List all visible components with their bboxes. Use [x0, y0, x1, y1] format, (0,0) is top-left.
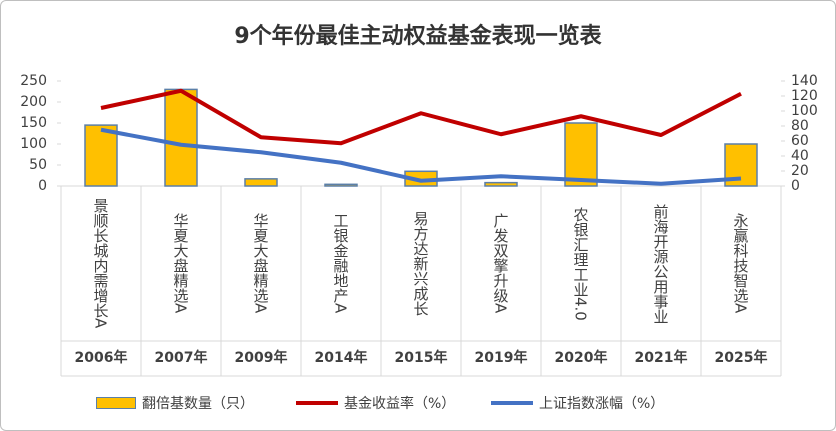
- legend-swatch: [296, 401, 338, 405]
- category-label: 景顺长城内需增长A: [91, 198, 110, 329]
- year-label: 2014年: [314, 350, 368, 366]
- legend-label: 上证指数涨幅（%）: [539, 396, 665, 412]
- y2-tick-label: 100: [791, 103, 818, 119]
- line: [100, 88, 742, 146]
- y2-tick-label: 40: [791, 148, 809, 164]
- chart-title: 9个年份最佳主动权益基金表现一览表: [234, 23, 602, 49]
- category-label: 农银汇理工业4.0: [571, 206, 590, 321]
- legend-item: 基金收益率（%）: [296, 393, 455, 413]
- year-label: 2015年: [394, 350, 448, 366]
- year-label: 2009年: [234, 350, 288, 366]
- legend-swatch: [491, 401, 533, 405]
- year-label: 2006年: [74, 350, 128, 366]
- year-label: 2025年: [714, 350, 768, 366]
- y2-tick-label: 80: [791, 118, 809, 134]
- category-label: 广发双擎升级A: [491, 213, 510, 314]
- year-label: 2020年: [554, 350, 608, 366]
- bar: [164, 88, 198, 187]
- category-label: 华夏大盘精选A: [251, 213, 270, 314]
- y-tick-label: 150: [20, 115, 47, 131]
- bar: [324, 183, 358, 187]
- year-label: 2019年: [474, 350, 528, 366]
- line: [100, 127, 742, 186]
- y-tick-label: 100: [20, 136, 47, 152]
- bar: [84, 124, 118, 187]
- y-tick-label: 200: [20, 94, 47, 110]
- bar: [244, 178, 278, 187]
- y-tick-label: 250: [20, 73, 47, 89]
- y2-tick-label: 120: [791, 88, 818, 104]
- category-label: 前海开源公用事业: [651, 203, 670, 324]
- y2-tick-label: 60: [791, 133, 809, 149]
- category-label: 华夏大盘精选A: [171, 213, 190, 314]
- legend-item: 翻倍基数量（只）: [96, 393, 254, 413]
- legend-item: 上证指数涨幅（%）: [491, 393, 664, 413]
- y-tick-label: 0: [38, 178, 47, 194]
- y2-tick-label: 20: [791, 163, 809, 179]
- year-label: 2021年: [634, 350, 688, 366]
- legend-label: 翻倍基数量（只）: [142, 396, 254, 412]
- category-label: 工银金融地产A: [331, 213, 350, 314]
- category-label: 易方达新兴成长: [411, 211, 430, 316]
- legend-label: 基金收益率（%）: [344, 396, 456, 412]
- bar: [564, 122, 598, 187]
- category-label: 永赢科技智选A: [731, 213, 750, 314]
- y2-tick-label: 0: [791, 178, 800, 194]
- y-tick-label: 50: [29, 157, 47, 173]
- year-label: 2007年: [154, 350, 208, 366]
- bar: [484, 181, 518, 187]
- legend-swatch: [96, 397, 136, 409]
- y2-tick-label: 140: [791, 73, 818, 89]
